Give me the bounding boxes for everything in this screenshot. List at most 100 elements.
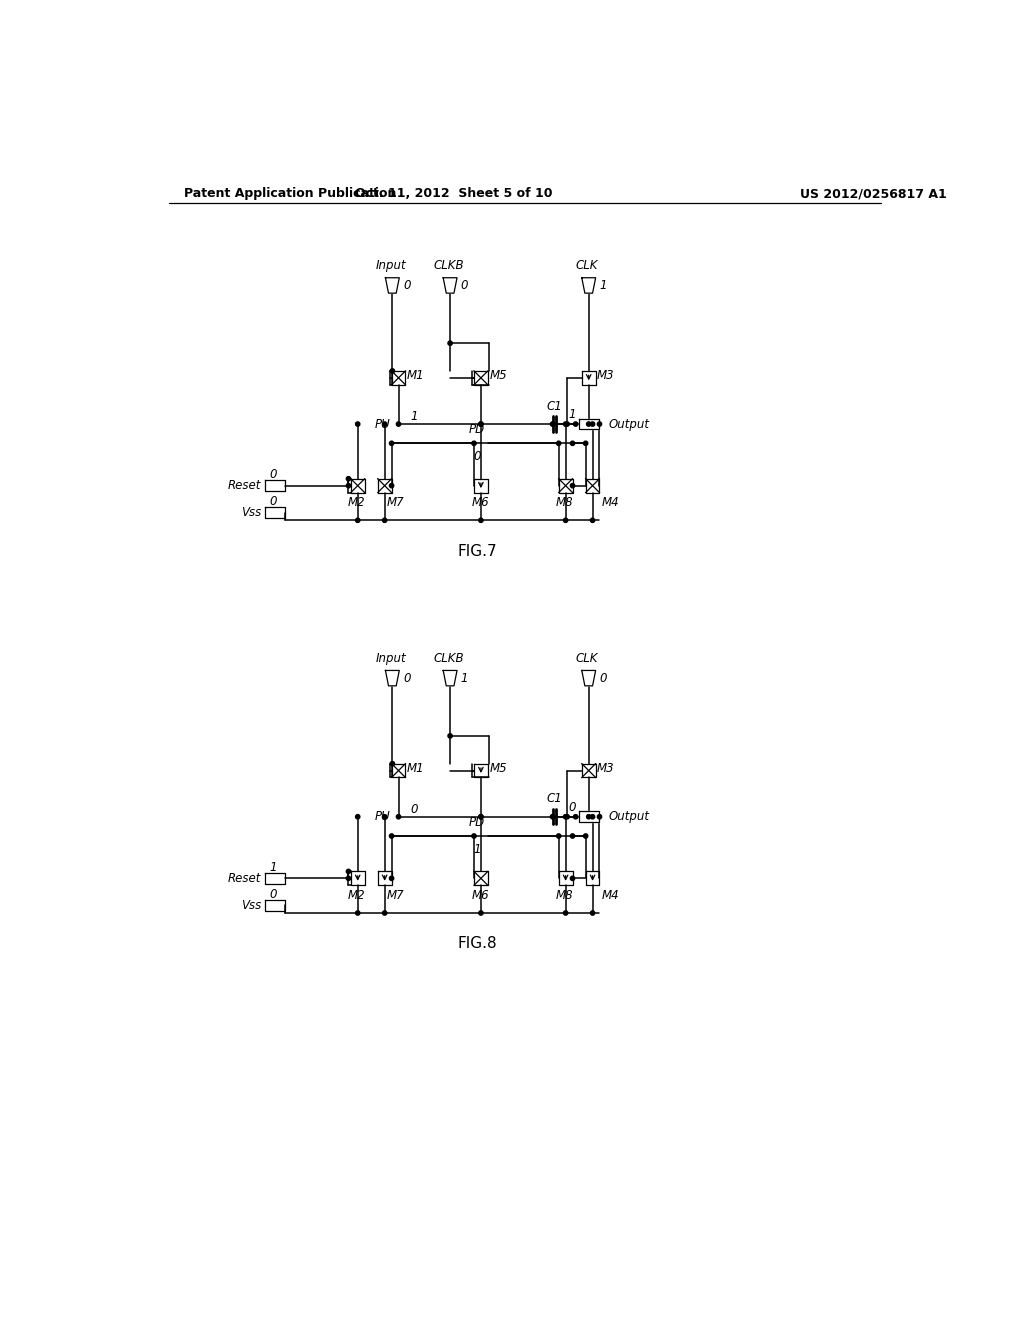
Text: M4: M4 [602, 890, 620, 902]
Text: CLKB: CLKB [433, 259, 464, 272]
Circle shape [479, 422, 483, 426]
Text: US 2012/0256817 A1: US 2012/0256817 A1 [801, 187, 947, 201]
Circle shape [556, 834, 561, 838]
Circle shape [383, 911, 387, 915]
Circle shape [479, 911, 483, 915]
Circle shape [447, 341, 453, 346]
Circle shape [591, 519, 595, 523]
Text: Vss: Vss [242, 899, 261, 912]
Circle shape [355, 911, 359, 915]
Text: M2: M2 [347, 496, 365, 510]
Text: C1: C1 [546, 400, 562, 412]
Circle shape [591, 911, 595, 915]
Text: 1: 1 [461, 672, 468, 685]
Text: PD: PD [469, 816, 485, 829]
Text: Output: Output [608, 810, 650, 824]
Circle shape [447, 734, 453, 738]
Circle shape [550, 814, 555, 818]
Text: M2: M2 [347, 890, 365, 902]
Text: PD: PD [469, 424, 485, 437]
Text: M4: M4 [602, 496, 620, 510]
Circle shape [390, 368, 394, 374]
Circle shape [587, 422, 591, 426]
Circle shape [597, 814, 602, 818]
Polygon shape [582, 277, 596, 293]
Polygon shape [443, 671, 457, 686]
Circle shape [584, 441, 588, 445]
Circle shape [396, 422, 400, 426]
Polygon shape [580, 418, 599, 429]
Circle shape [472, 834, 476, 838]
Text: M3: M3 [597, 370, 614, 381]
Text: 0: 0 [403, 672, 411, 685]
Text: M5: M5 [489, 762, 507, 775]
Text: Input: Input [376, 259, 407, 272]
Circle shape [573, 814, 578, 818]
Circle shape [550, 422, 555, 426]
Text: 0: 0 [568, 801, 575, 814]
Text: 1: 1 [410, 409, 418, 422]
Circle shape [591, 814, 595, 818]
Circle shape [570, 876, 574, 880]
Text: M6: M6 [472, 890, 489, 902]
Circle shape [597, 422, 602, 426]
Circle shape [565, 422, 569, 426]
Text: 1: 1 [568, 408, 575, 421]
Circle shape [479, 422, 483, 426]
Text: 1: 1 [473, 843, 481, 855]
Circle shape [563, 911, 567, 915]
Text: 1: 1 [599, 279, 607, 292]
Text: PU: PU [375, 810, 391, 824]
Text: Reset: Reset [228, 871, 261, 884]
Circle shape [563, 519, 567, 523]
Circle shape [479, 519, 483, 523]
Circle shape [346, 870, 350, 874]
Circle shape [565, 814, 569, 818]
Text: M5: M5 [489, 370, 507, 381]
Circle shape [389, 876, 394, 880]
Polygon shape [580, 812, 599, 822]
Polygon shape [385, 277, 399, 293]
Circle shape [390, 762, 394, 766]
Text: M1: M1 [407, 370, 425, 381]
Text: 0: 0 [403, 279, 411, 292]
Circle shape [383, 814, 387, 818]
Circle shape [556, 441, 561, 445]
Text: 0: 0 [461, 279, 468, 292]
Text: CLK: CLK [575, 259, 598, 272]
Circle shape [346, 483, 350, 488]
Circle shape [346, 876, 350, 880]
Text: Patent Application Publication: Patent Application Publication [184, 187, 397, 201]
Text: M3: M3 [597, 762, 614, 775]
Circle shape [479, 814, 483, 818]
Text: Vss: Vss [242, 506, 261, 519]
Text: FIG.8: FIG.8 [458, 936, 497, 952]
Circle shape [396, 814, 400, 818]
Text: Oct. 11, 2012  Sheet 5 of 10: Oct. 11, 2012 Sheet 5 of 10 [355, 187, 553, 201]
Text: M1: M1 [407, 762, 425, 775]
Text: M7: M7 [386, 890, 403, 902]
Text: 1: 1 [269, 861, 276, 874]
Text: 0: 0 [599, 672, 607, 685]
Text: 0: 0 [410, 803, 418, 816]
Circle shape [573, 422, 578, 426]
Text: M8: M8 [555, 496, 572, 510]
Circle shape [355, 422, 359, 426]
Text: M8: M8 [555, 890, 572, 902]
Circle shape [587, 814, 591, 818]
Circle shape [563, 422, 567, 426]
Circle shape [570, 834, 574, 838]
Circle shape [563, 814, 567, 818]
Text: 0: 0 [269, 469, 276, 482]
Polygon shape [443, 277, 457, 293]
Text: CLKB: CLKB [433, 652, 464, 665]
Text: PU: PU [375, 417, 391, 430]
Circle shape [389, 483, 394, 488]
Text: C1: C1 [546, 792, 562, 805]
Circle shape [389, 441, 394, 445]
Polygon shape [582, 671, 596, 686]
Circle shape [346, 477, 350, 480]
Text: FIG.7: FIG.7 [458, 544, 497, 558]
Circle shape [355, 814, 359, 818]
Text: M7: M7 [386, 496, 403, 510]
